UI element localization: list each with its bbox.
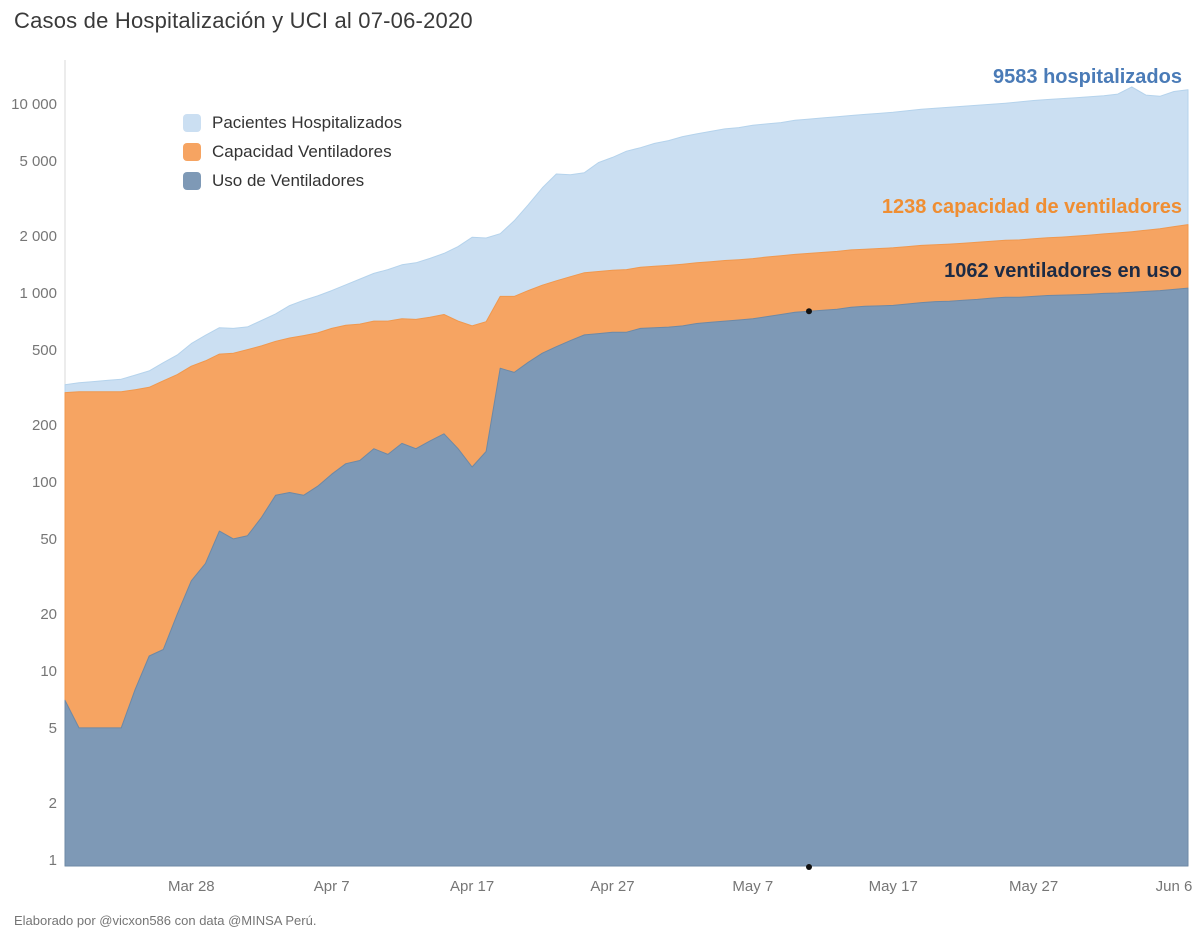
y-tick-label: 100 bbox=[32, 474, 57, 491]
area-uso-de-ventiladores[interactable] bbox=[64, 287, 1189, 867]
x-tick-label: Jun 6 bbox=[1156, 878, 1193, 895]
legend-item-hospitalizados[interactable]: Pacientes Hospitalizados bbox=[183, 113, 402, 133]
y-tick-label: 10 bbox=[40, 663, 57, 680]
legend-item-capacidad[interactable]: Capacidad Ventiladores bbox=[183, 142, 402, 162]
y-tick-label: 20 bbox=[40, 606, 57, 623]
legend-label-uso: Uso de Ventiladores bbox=[212, 171, 365, 190]
y-tick-label: 1 bbox=[49, 852, 57, 869]
legend-label-capacidad: Capacidad Ventiladores bbox=[212, 142, 392, 161]
legend-swatch-hospitalizados bbox=[183, 114, 201, 132]
annotation-ventiladores-en-uso: 1062 ventiladores en uso bbox=[944, 260, 1182, 282]
x-tick-label: Apr 27 bbox=[590, 878, 634, 895]
chart-legend: Pacientes Hospitalizados Capacidad Venti… bbox=[183, 113, 402, 191]
legend-swatch-capacidad bbox=[183, 143, 201, 161]
y-tick-label: 50 bbox=[40, 531, 57, 548]
x-tick-label: Mar 28 bbox=[168, 878, 215, 895]
y-tick-label: 200 bbox=[32, 417, 57, 434]
annotation-capacidad-ventiladores: 1238 capacidad de ventiladores bbox=[881, 196, 1182, 218]
annotation-hospitalizados: 9583 hospitalizados bbox=[993, 66, 1182, 88]
y-tick-label: 2 bbox=[49, 795, 57, 812]
point-marker bbox=[806, 864, 812, 870]
y-tick-label: 5 000 bbox=[19, 153, 57, 170]
x-tick-label: May 27 bbox=[1009, 878, 1058, 895]
legend-swatch-uso bbox=[183, 172, 201, 190]
y-tick-label: 10 000 bbox=[11, 96, 57, 113]
point-marker bbox=[806, 308, 812, 315]
legend-item-uso[interactable]: Uso de Ventiladores bbox=[183, 171, 402, 191]
x-tick-label: Apr 7 bbox=[314, 878, 350, 895]
attribution-footer: Elaborado por @vicxon586 con data @MINSA… bbox=[14, 913, 317, 928]
x-tick-label: Apr 17 bbox=[450, 878, 494, 895]
legend-label-hospitalizados: Pacientes Hospitalizados bbox=[212, 113, 402, 132]
x-tick-label: May 7 bbox=[732, 878, 773, 895]
y-tick-label: 500 bbox=[32, 342, 57, 359]
y-tick-label: 1 000 bbox=[19, 285, 57, 302]
chart-title: Casos de Hospitalización y UCI al 07-06-… bbox=[14, 8, 473, 33]
y-tick-label: 5 bbox=[49, 720, 57, 737]
y-tick-label: 2 000 bbox=[19, 228, 57, 245]
x-tick-label: May 17 bbox=[869, 878, 918, 895]
